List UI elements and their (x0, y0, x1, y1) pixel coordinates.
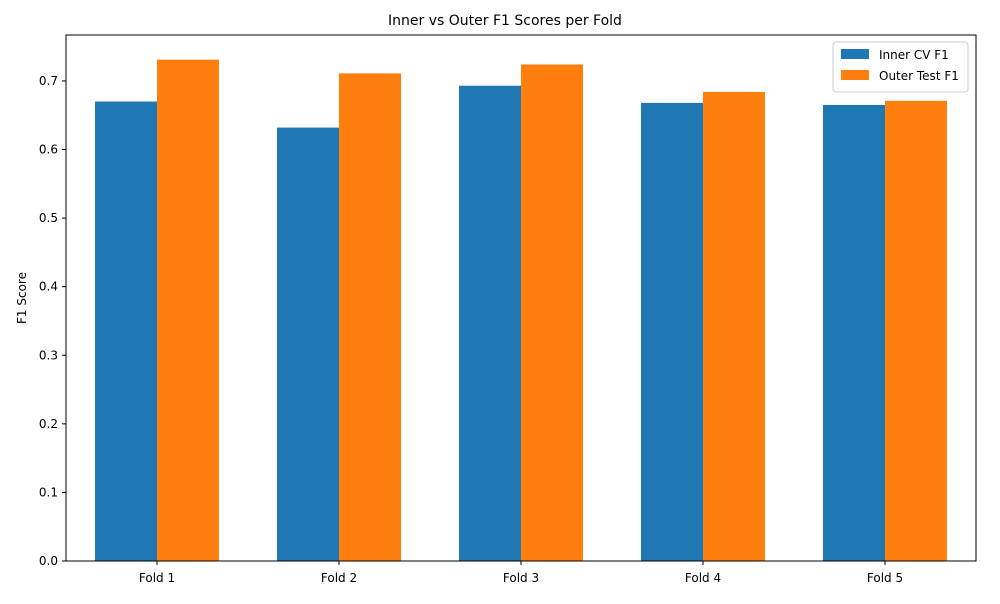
bar-outer-test-f1-3 (521, 64, 583, 561)
legend-swatch (841, 70, 869, 80)
y-tick-label: 0.0 (39, 554, 58, 568)
bar-inner-cv-f1-4 (641, 102, 703, 561)
chart-title: Inner vs Outer F1 Scores per Fold (388, 13, 622, 29)
legend: Inner CV F1 Outer Test F1 (832, 41, 969, 93)
x-tick-label: Fold 1 (139, 571, 175, 585)
bar-outer-test-f1-4 (703, 91, 765, 561)
x-tick-label: Fold 5 (867, 571, 903, 585)
bar-inner-cv-f1-1 (95, 101, 157, 561)
bar-inner-cv-f1-5 (823, 104, 885, 562)
legend-label: Inner CV F1 (879, 48, 949, 62)
bar-outer-test-f1-2 (339, 73, 401, 561)
bar-inner-cv-f1-2 (277, 127, 339, 562)
x-tick-label: Fold 3 (503, 571, 539, 585)
y-axis-label: F1 Score (15, 272, 29, 324)
bar-outer-test-f1-1 (157, 59, 219, 562)
axes-layer: 0.0 0.1 0.2 0.3 0.4 0.5 0.6 0.7 Fold 1 Fold 2 Fold… (39, 34, 977, 585)
y-tick-label: 0.4 (39, 280, 58, 294)
legend-swatch (841, 49, 869, 59)
bar-inner-cv-f1-3 (459, 85, 521, 562)
bars-layer (95, 59, 947, 562)
x-tick-label: Fold 2 (321, 571, 357, 585)
y-tick-label: 0.5 (39, 211, 58, 225)
bar-outer-test-f1-5 (885, 100, 947, 561)
y-tick-label: 0.3 (39, 348, 58, 362)
x-tick-label: Fold 4 (685, 571, 721, 585)
legend-label: Outer Test F1 (879, 69, 959, 83)
y-tick-label: 0.1 (39, 485, 58, 499)
y-tick-label: 0.2 (39, 417, 58, 431)
y-tick-label: 0.7 (39, 74, 58, 88)
y-tick-label: 0.6 (39, 143, 58, 157)
